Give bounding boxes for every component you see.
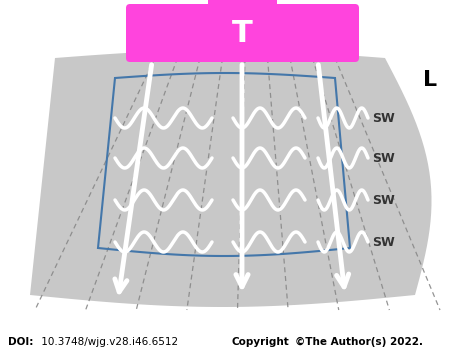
FancyBboxPatch shape (208, 0, 277, 16)
Text: SW: SW (372, 236, 395, 249)
Text: 10.3748/wjg.v28.i46.6512: 10.3748/wjg.v28.i46.6512 (38, 337, 185, 347)
Text: SW: SW (372, 194, 395, 206)
FancyBboxPatch shape (126, 4, 359, 62)
Text: T: T (232, 20, 252, 48)
Polygon shape (30, 50, 431, 307)
Text: SW: SW (372, 151, 395, 165)
Text: DOI:: DOI: (8, 337, 33, 347)
Text: Copyright: Copyright (232, 337, 290, 347)
Text: L: L (423, 70, 437, 90)
Text: ©The Author(s) 2022.: ©The Author(s) 2022. (295, 337, 423, 347)
Text: SW: SW (372, 111, 395, 124)
